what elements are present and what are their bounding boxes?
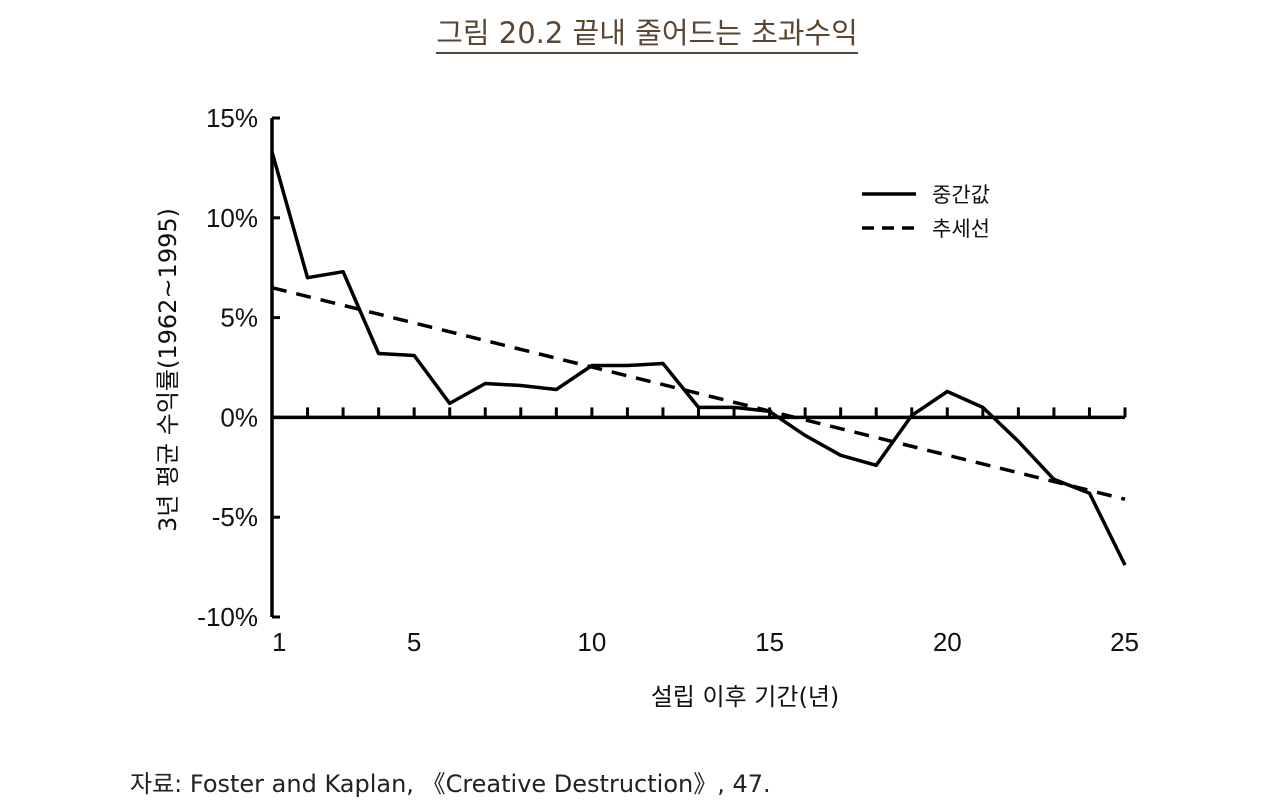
x-tick-label: 25 [1110, 627, 1139, 657]
y-tick-label: 15% [206, 103, 258, 133]
trend-line [271, 286, 1126, 501]
x-axis-title: 설립 이후 기간(년) [651, 683, 840, 711]
source-note: 자료: Foster and Kaplan, 《Creative Destruc… [130, 770, 771, 798]
y-tick-label: 10% [206, 203, 258, 233]
x-tick-label: 10 [577, 627, 606, 657]
legend-label: 추세선 [932, 217, 990, 241]
y-axis-title: 3년 평균 수익률(1962~1995) [154, 208, 182, 532]
chart-ticks: 15%10%5%0%-5%-10%1 5 10 15 20 25 [197, 103, 1139, 657]
figure-title: 그림 20.2 끝내 줄어드는 초과수익 [0, 10, 1280, 54]
x-tick-label: 5 [407, 627, 421, 657]
figure-title-text: 그림 20.2 끝내 줄어드는 초과수익 [436, 16, 858, 54]
y-tick-label: 5% [220, 303, 258, 333]
y-tick-label: 0% [220, 402, 258, 432]
y-tick-label: -5% [212, 502, 258, 532]
chart-series [270, 151, 1127, 566]
legend-label: 중간값 [932, 183, 990, 207]
x-tick-label: 20 [933, 627, 962, 657]
y-tick-label: -10% [197, 602, 258, 632]
x-tick-label: 15 [755, 627, 784, 657]
chart-axes [270, 118, 1125, 617]
x-tick-label: 1 [272, 627, 286, 657]
median-line [270, 151, 1127, 566]
